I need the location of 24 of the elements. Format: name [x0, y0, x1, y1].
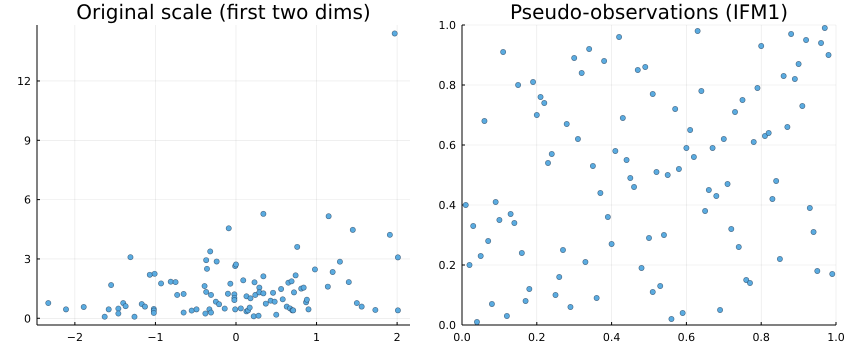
chart-title: Original scale (first two dims)	[76, 0, 371, 24]
y-tick-label: 0.8	[438, 79, 456, 92]
y-tick-label: 6	[24, 194, 31, 207]
x-tick-label: 1	[313, 331, 320, 344]
y-tick-label: 0	[24, 312, 31, 326]
y-tick-label: 0.6	[438, 139, 456, 152]
y-tick-label: 0.2	[438, 259, 456, 272]
x-tick-label: −2	[66, 331, 83, 344]
y-tick-label: 0.0	[438, 319, 456, 332]
chart-title: Pseudo-observations (IFM1)	[510, 0, 788, 24]
x-tick-label: 0.2	[528, 331, 546, 344]
y-tick-label: 9	[24, 134, 31, 148]
x-tick-label: 2	[394, 331, 401, 344]
y-tick-label: 0.4	[438, 199, 456, 212]
y-tick-label: 12	[17, 74, 31, 88]
x-tick-label: 0.4	[602, 331, 620, 344]
x-tick-label: 0.8	[752, 331, 770, 344]
y-tick-label: 1.0	[438, 19, 456, 32]
x-tick-label: 0.6	[678, 331, 696, 344]
x-tick-label: 1.0	[827, 331, 845, 344]
y-tick-label: 3	[24, 252, 31, 266]
x-tick-label: 0	[232, 331, 240, 344]
x-tick-label: 0.0	[453, 331, 471, 344]
x-tick-label: −1	[147, 331, 164, 344]
